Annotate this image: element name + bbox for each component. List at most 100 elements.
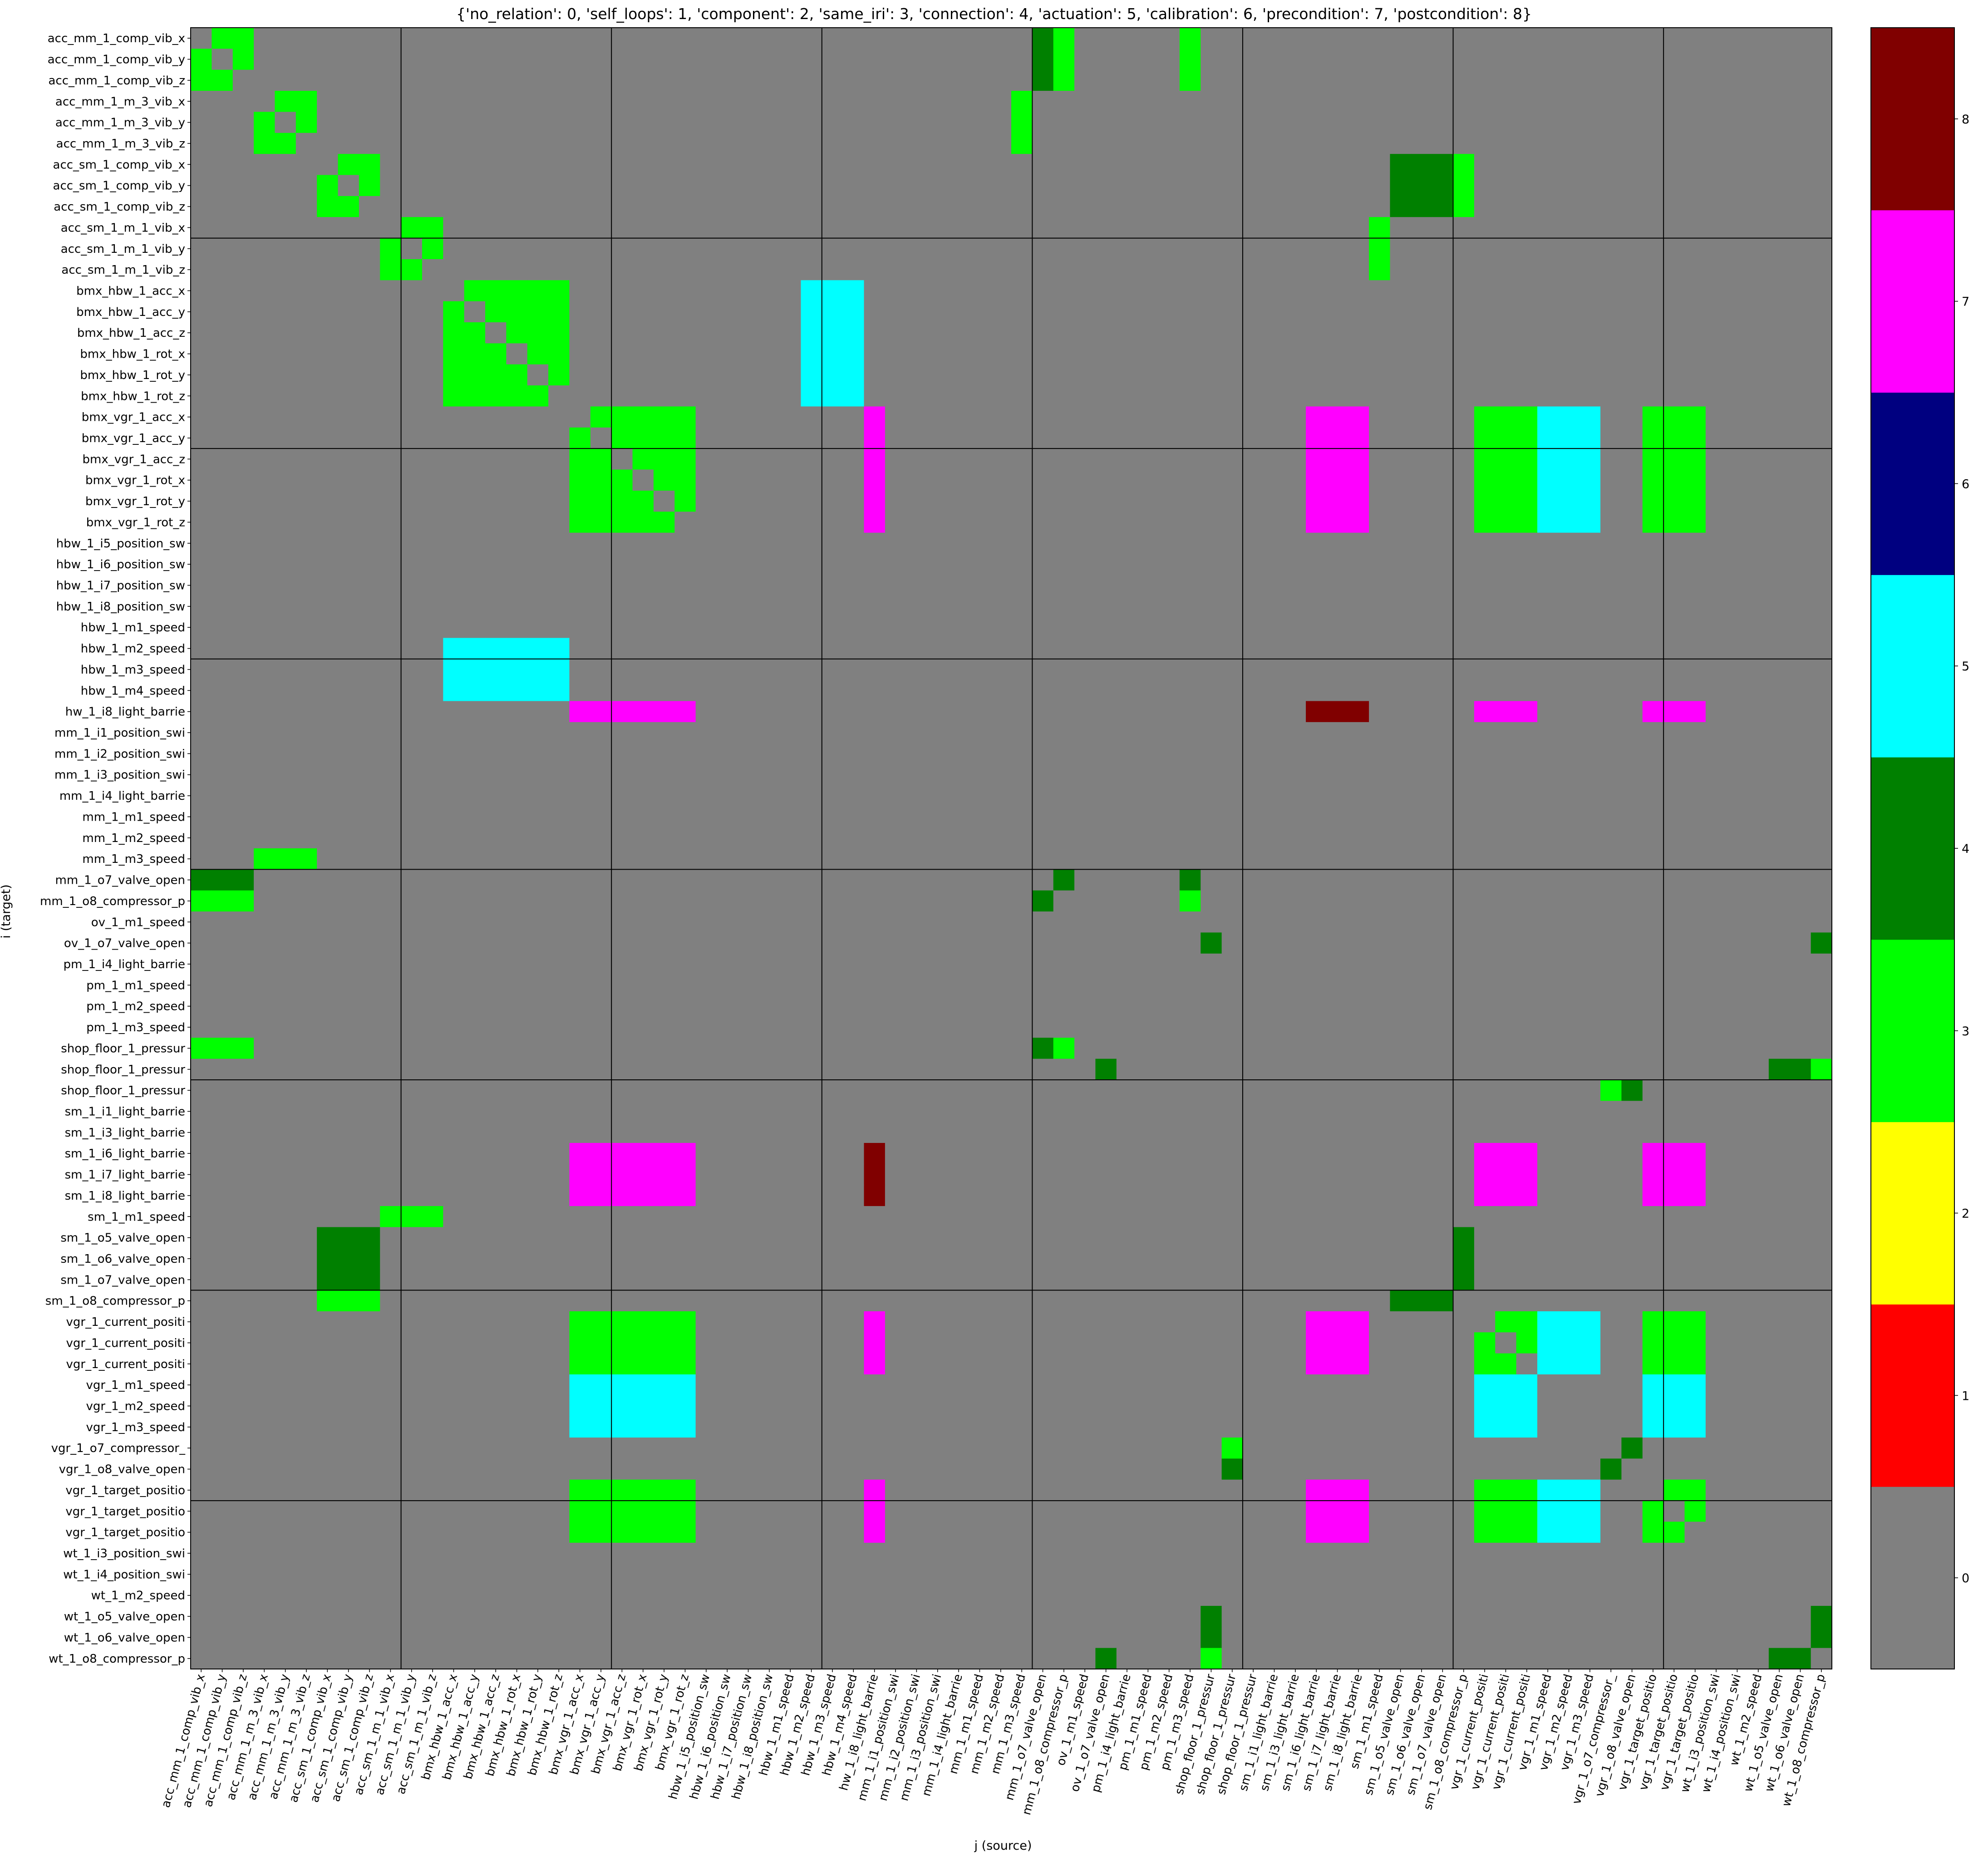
- heatmap-cell: [1516, 512, 1538, 533]
- heatmap-cell: [1663, 427, 1685, 449]
- heatmap-cell: [422, 911, 443, 933]
- heatmap-cell: [758, 1269, 780, 1291]
- heatmap-cell: [506, 806, 528, 828]
- heatmap-cell: [906, 848, 928, 870]
- heatmap-cell: [295, 469, 317, 491]
- heatmap-cell: [738, 238, 759, 260]
- heatmap-cell: [1432, 28, 1454, 49]
- heatmap-cell: [1221, 1185, 1243, 1206]
- heatmap-cell: [1558, 154, 1580, 176]
- heatmap-cell: [1495, 1164, 1517, 1186]
- heatmap-cell: [317, 1101, 339, 1123]
- heatmap-cell: [1684, 722, 1706, 743]
- heatmap-cell: [1201, 469, 1222, 491]
- heatmap-cell: [569, 301, 591, 323]
- heatmap-cell: [674, 617, 696, 639]
- heatmap-cell: [254, 1206, 276, 1228]
- heatmap-cell: [254, 1185, 276, 1206]
- heatmap-cell: [758, 1227, 780, 1249]
- heatmap-cell: [1600, 659, 1622, 680]
- heatmap-cell: [1747, 259, 1769, 281]
- heatmap-cell: [1727, 890, 1748, 912]
- heatmap-cell: [1074, 806, 1096, 828]
- heatmap-cell: [1369, 1227, 1391, 1249]
- heatmap-cell: [1790, 196, 1811, 217]
- heatmap-cell: [1684, 91, 1706, 113]
- heatmap-cell: [464, 995, 486, 1017]
- heatmap-cell: [801, 953, 822, 975]
- heatmap-cell: [1242, 617, 1264, 639]
- heatmap-cell: [1369, 512, 1391, 533]
- heatmap-cell: [801, 1248, 822, 1270]
- heatmap-cell: [695, 512, 717, 533]
- heatmap-cell: [485, 1290, 507, 1312]
- heatmap-cell: [590, 427, 612, 449]
- heatmap-cell: [1579, 217, 1601, 239]
- heatmap-cell: [1011, 975, 1033, 996]
- heatmap-cell: [1306, 1185, 1327, 1206]
- heatmap-cell: [780, 890, 802, 912]
- heatmap-cell: [1474, 112, 1496, 133]
- heatmap-cell: [527, 364, 549, 386]
- heatmap-cell: [1284, 701, 1306, 723]
- heatmap-cell: [632, 806, 654, 828]
- heatmap-cell: [1705, 259, 1727, 281]
- heatmap-cell: [1705, 49, 1727, 70]
- heatmap-cell: [843, 175, 865, 197]
- heatmap-cell: [1579, 196, 1601, 217]
- heatmap-cell: [275, 890, 296, 912]
- heatmap-cell: [1600, 596, 1622, 617]
- heatmap-cell: [1600, 1143, 1622, 1164]
- heatmap-cell: [1727, 722, 1748, 743]
- heatmap-cell: [485, 1059, 507, 1080]
- heatmap-cell: [1621, 659, 1643, 680]
- heatmap-cell: [1811, 238, 1832, 260]
- heatmap-cell: [716, 259, 738, 281]
- heatmap-cell: [1432, 1164, 1454, 1186]
- heatmap-cell: [295, 406, 317, 428]
- heatmap-cell: [1790, 743, 1811, 765]
- heatmap-cell: [1558, 1290, 1580, 1312]
- heatmap-cell: [359, 596, 380, 617]
- heatmap-cell: [1600, 175, 1622, 197]
- heatmap-cell: [295, 680, 317, 702]
- heatmap-cell: [1116, 1248, 1138, 1270]
- heatmap-cell: [843, 448, 865, 470]
- heatmap-cell: [548, 1101, 570, 1123]
- heatmap-cell: [212, 680, 233, 702]
- heatmap-cell: [1032, 869, 1054, 891]
- heatmap-cell: [738, 848, 759, 870]
- heatmap-cell: [1495, 1248, 1517, 1270]
- heatmap-cell: [758, 1332, 780, 1354]
- heatmap-cell: [1011, 28, 1033, 49]
- heatmap-cell: [906, 1227, 928, 1249]
- heatmap-cell: [1074, 1332, 1096, 1354]
- heatmap-cell: [780, 975, 802, 996]
- heatmap-cell: [1474, 133, 1496, 154]
- heatmap-cell: [1074, 995, 1096, 1017]
- heatmap-cell: [1369, 1059, 1391, 1080]
- heatmap-cell: [1179, 133, 1201, 154]
- heatmap-cell: [212, 1227, 233, 1249]
- heatmap-cell: [254, 69, 276, 91]
- heatmap-cell: [443, 722, 465, 743]
- heatmap-cell: [380, 406, 402, 428]
- heatmap-cell: [1453, 512, 1475, 533]
- heatmap-cell: [1201, 722, 1222, 743]
- heatmap-cell: [1516, 1164, 1538, 1186]
- heatmap-cell: [969, 659, 991, 680]
- heatmap-cell: [611, 1038, 633, 1059]
- heatmap-cell: [569, 1206, 591, 1228]
- heatmap-cell: [191, 1038, 212, 1059]
- heatmap-cell: [191, 701, 212, 723]
- heatmap-cell: [464, 848, 486, 870]
- heatmap-cell: [948, 1122, 969, 1143]
- heatmap-cell: [1116, 722, 1138, 743]
- heatmap-cell: [1284, 764, 1306, 786]
- heatmap-cell: [1158, 701, 1180, 723]
- heatmap-cell: [738, 385, 759, 407]
- heatmap-cell: [1663, 364, 1685, 386]
- heatmap-cell: [1327, 659, 1348, 680]
- heatmap-cell: [1074, 932, 1096, 954]
- heatmap-cell: [254, 722, 276, 743]
